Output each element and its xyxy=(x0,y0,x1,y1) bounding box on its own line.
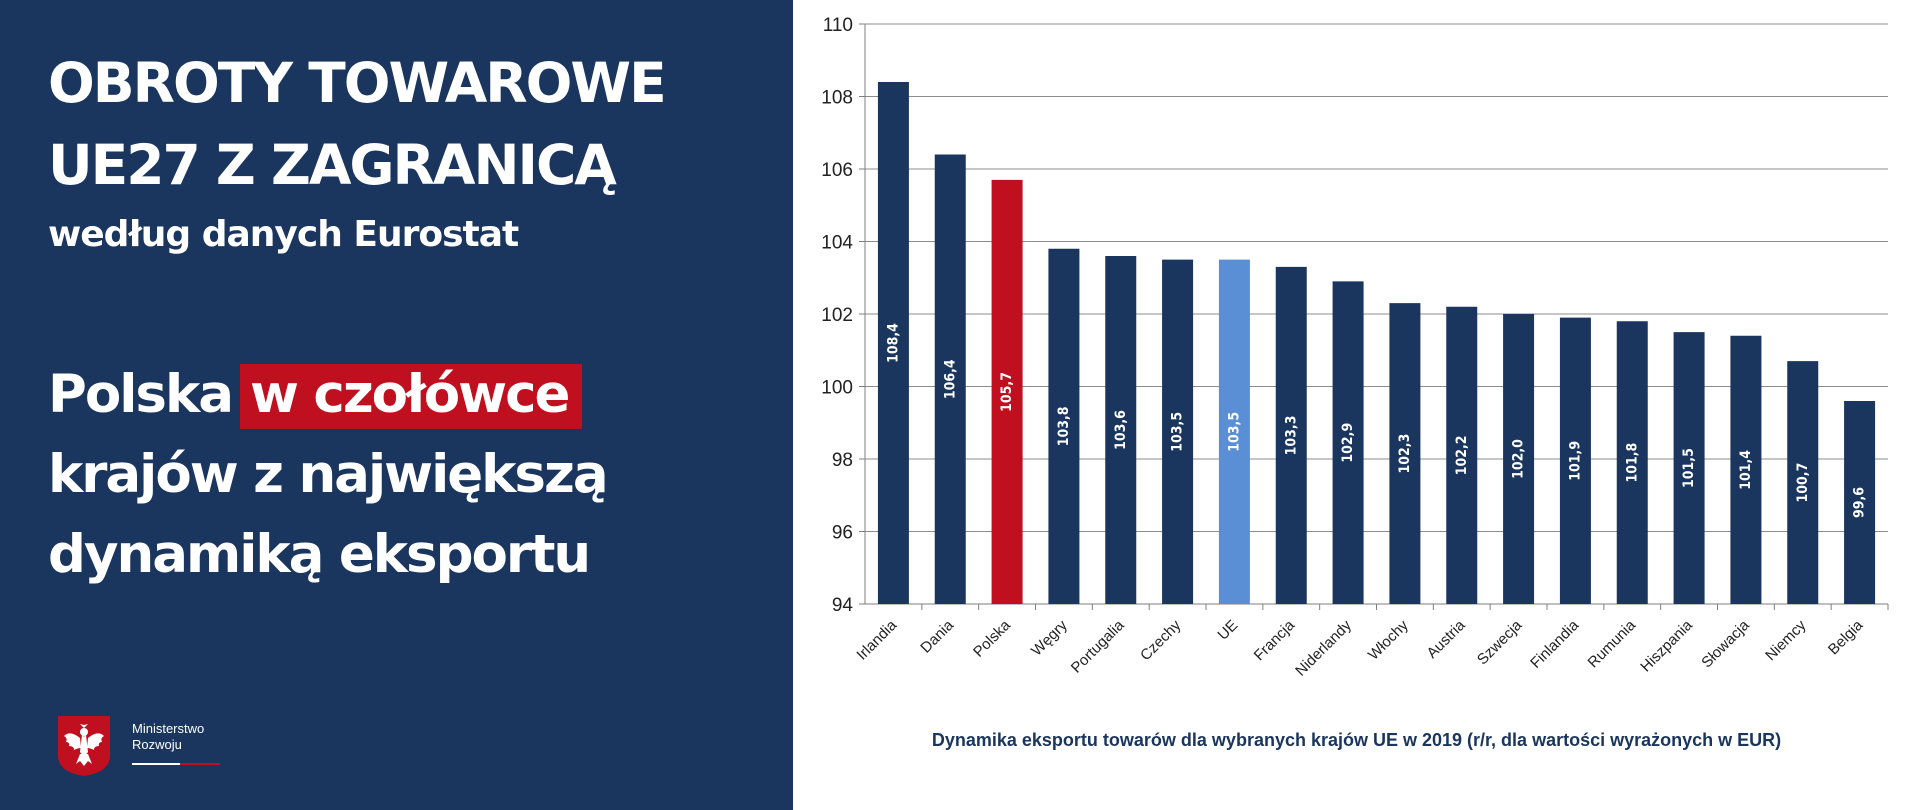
polish-eagle-icon xyxy=(58,716,110,776)
headline-line-1: OBROTY TOWAROWE xyxy=(48,51,667,115)
category-label: Niderlandy xyxy=(1292,616,1355,679)
bar-chart: 94 96 98 100 102 104 106 108 110 108,4 Irlandia 106… xyxy=(821,15,1889,680)
y-tick-label: 102 xyxy=(821,305,853,326)
chart-title: Dynamika eksportu towarów dla wybranych … xyxy=(931,730,1782,750)
y-tick-label: 106 xyxy=(821,160,853,181)
bar xyxy=(1730,335,1762,604)
bar xyxy=(1559,317,1591,604)
y-tick-label: 94 xyxy=(832,595,854,616)
bar-value-label: 102,9 xyxy=(1340,423,1356,463)
y-tick-label: 98 xyxy=(832,450,853,471)
category-label: Czechy xyxy=(1137,616,1185,664)
category-label: Portugalia xyxy=(1068,616,1128,676)
bar-value-label: 103,8 xyxy=(1056,406,1072,446)
bar xyxy=(1616,321,1648,604)
category-label: Austria xyxy=(1424,616,1469,661)
bar xyxy=(1332,281,1364,604)
subtitle: według danych Eurostat xyxy=(48,214,519,255)
bar-value-label: 105,7 xyxy=(999,372,1015,412)
category-label: Niemcy xyxy=(1762,616,1810,664)
bar-value-label: 102,2 xyxy=(1454,435,1470,475)
bar xyxy=(1446,306,1478,604)
bar xyxy=(1275,266,1307,604)
bar xyxy=(1787,361,1819,604)
logo-text: Ministerstwo Rozwoju xyxy=(132,721,204,753)
category-label: Szwecja xyxy=(1474,616,1526,668)
bar-value-label: 103,3 xyxy=(1283,416,1299,456)
bar xyxy=(1503,314,1535,604)
message-line-2: krajów z największą xyxy=(48,444,609,505)
bar-value-label: 101,4 xyxy=(1738,450,1754,490)
y-tick-label: 100 xyxy=(821,378,853,399)
bar-value-label: 103,5 xyxy=(1226,412,1242,452)
bar xyxy=(877,82,909,604)
category-label: Irlandia xyxy=(853,616,900,663)
bar-value-label: 108,4 xyxy=(885,323,901,363)
y-tick-label: 96 xyxy=(832,523,853,544)
bar xyxy=(1162,259,1194,604)
bar xyxy=(1389,303,1421,604)
category-label: Włochy xyxy=(1365,616,1412,663)
logo-line-2: Rozwoju xyxy=(132,737,182,752)
logo-line-1: Ministerstwo xyxy=(132,721,205,736)
category-label: Polska xyxy=(970,616,1014,660)
headline-line-2: UE27 Z ZAGRANICĄ xyxy=(48,133,617,197)
bar xyxy=(1673,332,1705,604)
bar-value-label: 102,0 xyxy=(1511,439,1527,479)
left-panel: OBROTY TOWAROWE UE27 Z ZAGRANICĄ według … xyxy=(0,0,793,810)
bar-value-label: 99,6 xyxy=(1852,487,1868,518)
bar-value-label: 101,9 xyxy=(1567,441,1583,481)
bar xyxy=(1048,248,1080,604)
category-label: Węgry xyxy=(1028,616,1071,659)
bar xyxy=(1218,259,1250,604)
category-label: Hiszpania xyxy=(1637,616,1696,675)
y-tick-label: 110 xyxy=(823,15,853,36)
bar xyxy=(991,179,1023,604)
bar-value-label: 101,5 xyxy=(1681,448,1697,488)
bar xyxy=(934,154,966,604)
category-label: Belgia xyxy=(1825,616,1867,658)
bar-value-label: 101,8 xyxy=(1624,443,1640,483)
key-message: Polska w czołówce krajów z największą dyn… xyxy=(48,355,609,595)
message-line-3: dynamiką eksportu xyxy=(48,524,591,585)
category-label: Finlandia xyxy=(1527,616,1583,672)
message-highlight: w czołówce xyxy=(239,364,583,429)
bar-value-label: 103,6 xyxy=(1113,410,1129,450)
category-label: Dania xyxy=(917,616,957,656)
bar-value-label: 102,3 xyxy=(1397,434,1413,474)
y-tick-label: 104 xyxy=(821,233,853,254)
logo-rule-red xyxy=(180,763,220,765)
chart-area: 94 96 98 100 102 104 106 108 110 108,4 Irlandia 106… xyxy=(793,0,1920,810)
bar xyxy=(1105,256,1137,604)
headline: OBROTY TOWAROWE UE27 Z ZAGRANICĄ xyxy=(48,42,667,206)
category-label: Słowacja xyxy=(1698,616,1753,671)
message-prefix: Polska xyxy=(48,364,234,425)
bar-value-label: 103,5 xyxy=(1170,412,1186,452)
category-label: Francja xyxy=(1251,616,1299,664)
y-tick-label: 108 xyxy=(821,88,853,109)
message-line-1: Polska w czołówce xyxy=(48,355,607,435)
category-label: UE xyxy=(1214,617,1241,644)
bar-value-label: 106,4 xyxy=(942,359,958,399)
bar-value-label: 100,7 xyxy=(1795,463,1811,503)
category-label: Rumunia xyxy=(1585,616,1640,671)
bar xyxy=(1844,401,1876,604)
logo-rule-white xyxy=(132,763,180,765)
